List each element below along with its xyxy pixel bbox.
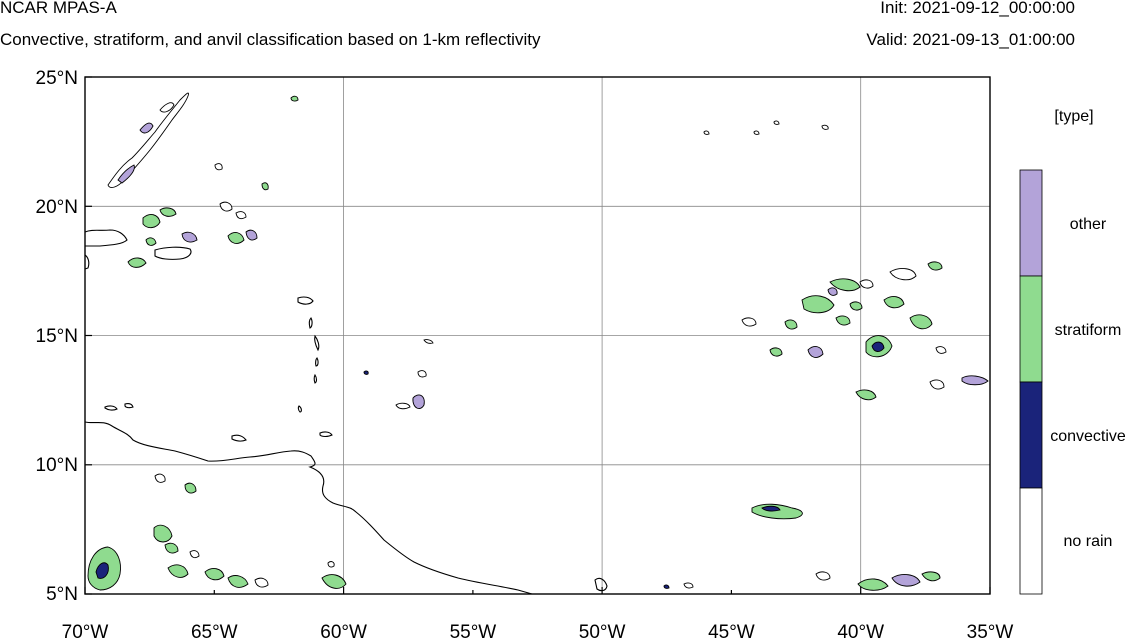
puerto-rico-coastline (154, 246, 192, 260)
legend-swatch-other (1019, 169, 1043, 277)
coastlines (84, 229, 608, 595)
lon-tick-label: 35°W (967, 622, 1014, 641)
legend-label-no-rain: no rain (1064, 533, 1113, 550)
lon-tick-labels: 70°W 65°W 60°W 55°W 50°W 45°W 40°W 35°W (62, 622, 1014, 641)
lon-tick-label: 60°W (320, 622, 367, 641)
rain-features (87, 92, 989, 591)
lat-tick-label: 10°N (36, 455, 78, 476)
lon-tick-label: 70°W (62, 622, 109, 641)
lon-tick-label: 55°W (450, 622, 497, 641)
legend-label-stratiform: stratiform (1055, 322, 1122, 339)
lon-tick-label: 40°W (837, 622, 884, 641)
lat-tick-label: 20°N (36, 197, 78, 218)
legend-swatch-stratiform (1019, 275, 1043, 383)
legend-title: [type] (1054, 108, 1093, 125)
lat-tick-label: 25°N (36, 68, 78, 89)
tick-marks (84, 76, 991, 595)
lat-tick-label: 15°N (36, 326, 78, 347)
legend: [type] other stratiform convective no ra… (1019, 108, 1126, 595)
map-subtitle: Convective, stratiform, and anvil classi… (0, 30, 541, 49)
lat-tick-labels: 25°N 20°N 15°N 10°N 5°N (36, 68, 78, 605)
lon-tick-label: 50°W (579, 622, 626, 641)
lat-tick-label: 5°N (46, 584, 78, 605)
gridlines (85, 77, 990, 594)
map-title: NCAR MPAS-A (0, 0, 117, 17)
lon-tick-label: 65°W (191, 622, 238, 641)
valid-time: Valid: 2021-09-13_01:00:00 (866, 30, 1075, 49)
legend-label-other: other (1070, 216, 1107, 233)
init-time: Init: 2021-09-12_00:00:00 (880, 0, 1075, 17)
hispaniola-coastline (84, 229, 128, 247)
south-america-coastline (84, 421, 533, 595)
legend-swatch-convective (1019, 381, 1043, 489)
lon-tick-label: 45°W (708, 622, 755, 641)
legend-swatch-no-rain (1019, 487, 1043, 595)
legend-label-convective: convective (1050, 428, 1126, 445)
